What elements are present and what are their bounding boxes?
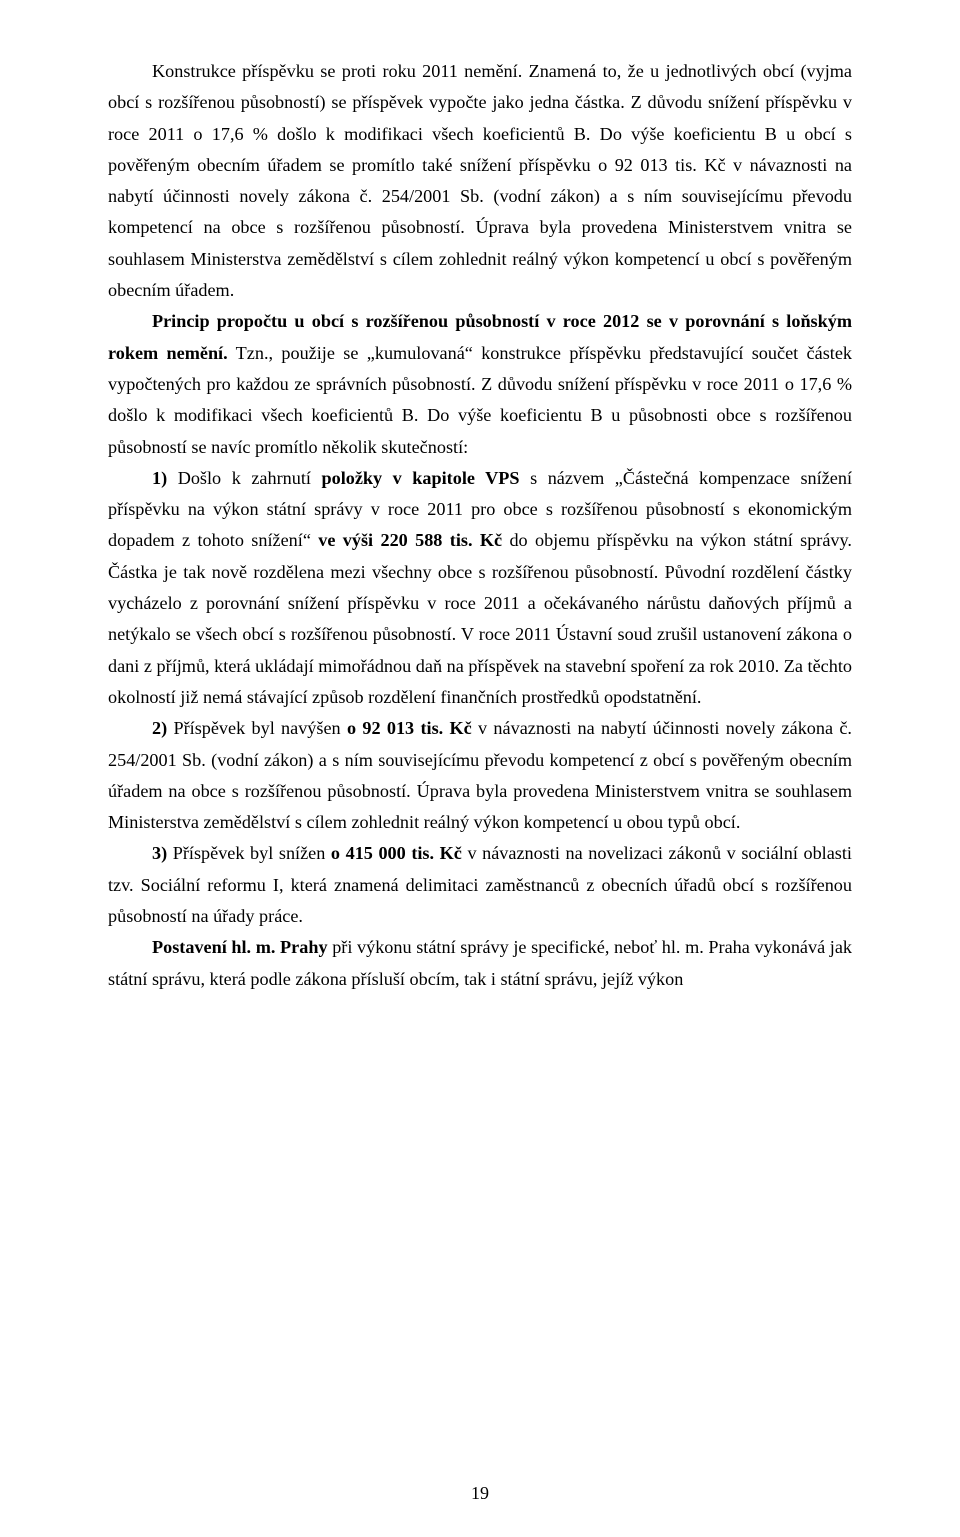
text-run: do objemu příspěvku na výkon státní sprá… [108, 530, 852, 706]
text-run: Příspěvek byl snížen [167, 843, 331, 863]
text-run: Došlo k zahrnutí [167, 468, 321, 488]
text-run-bold: o 92 013 tis. Kč [347, 718, 472, 738]
text-run-bold: ve výši 220 588 tis. Kč [318, 530, 502, 550]
paragraph-5: 3) Příspěvek byl snížen o 415 000 tis. K… [108, 838, 852, 932]
text-run-bold: 2) [152, 718, 167, 738]
text-run-bold: 3) [152, 843, 167, 863]
paragraph-4: 2) Příspěvek byl navýšen o 92 013 tis. K… [108, 713, 852, 838]
paragraph-6: Postavení hl. m. Prahy při výkonu státní… [108, 932, 852, 995]
text-run: Příspěvek byl navýšen [167, 718, 347, 738]
paragraph-1: Konstrukce příspěvku se proti roku 2011 … [108, 56, 852, 306]
text-run-bold: Postavení hl. m. Prahy [152, 937, 328, 957]
text-run-bold: položky v kapitole VPS [321, 468, 519, 488]
paragraph-3: 1) Došlo k zahrnutí položky v kapitole V… [108, 463, 852, 713]
paragraph-2: Princip propočtu u obcí s rozšířenou půs… [108, 306, 852, 462]
text-run-bold: 1) [152, 468, 167, 488]
document-page: Konstrukce příspěvku se proti roku 2011 … [0, 0, 960, 1537]
text-run: Konstrukce příspěvku se proti roku 2011 … [108, 61, 852, 300]
text-run-bold: o 415 000 tis. Kč [331, 843, 462, 863]
page-number: 19 [0, 1478, 960, 1509]
